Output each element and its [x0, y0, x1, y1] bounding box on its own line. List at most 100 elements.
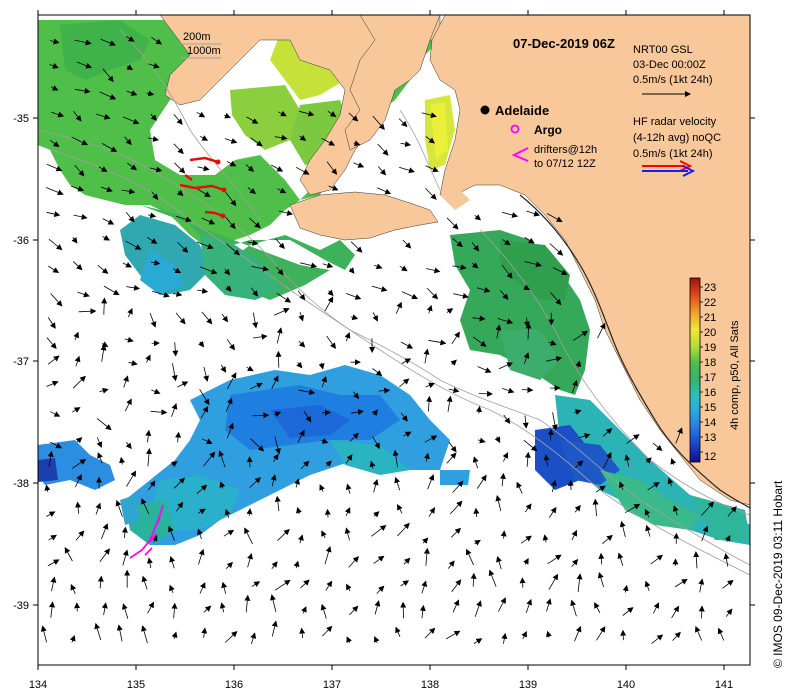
velocity-arrow	[44, 484, 51, 492]
velocity-arrow	[321, 530, 327, 539]
bathymetry-contours	[38, 29, 750, 576]
velocity-arrow	[223, 529, 235, 537]
velocity-arrow	[450, 359, 457, 366]
velocity-arrow	[346, 636, 352, 643]
velocity-arrow	[252, 312, 259, 329]
velocity-arrow	[272, 453, 279, 462]
velocity-arrow	[496, 555, 502, 570]
velocity-arrow	[49, 63, 59, 69]
velocity-arrow	[172, 291, 183, 297]
velocity-arrow	[250, 287, 259, 297]
velocity-arrow	[70, 185, 85, 192]
velocity-arrow	[421, 112, 437, 119]
velocity-arrow	[371, 525, 387, 537]
velocity-arrow	[175, 215, 192, 223]
velocity-arrow	[693, 551, 700, 569]
velocity-arrow	[378, 387, 391, 394]
velocity-arrow	[220, 364, 227, 373]
velocity-arrow	[46, 211, 61, 218]
velocity-arrow	[446, 217, 459, 230]
velocity-arrow	[453, 292, 469, 299]
velocity-arrow	[203, 605, 212, 613]
velocity-arrow	[177, 241, 189, 253]
drifters-legend-line1: drifters@12h	[534, 144, 597, 156]
cb-tick-label: 22	[704, 297, 716, 309]
velocity-arrow	[221, 581, 228, 594]
velocity-arrow	[101, 297, 108, 315]
velocity-arrow	[452, 237, 463, 248]
velocity-arrow	[698, 605, 705, 619]
velocity-arrow	[322, 262, 334, 269]
velocity-arrow	[617, 552, 624, 566]
velocity-arrow	[226, 160, 237, 167]
velocity-arrow	[446, 308, 454, 314]
velocity-arrow	[478, 390, 493, 397]
velocity-arrow	[397, 522, 410, 537]
velocity-arrow	[522, 415, 529, 429]
velocity-arrow	[97, 264, 109, 274]
velocity-arrow	[169, 556, 176, 569]
velocity-arrow	[245, 164, 255, 172]
velocity-arrow	[197, 528, 203, 540]
velocity-arrow	[246, 508, 253, 516]
velocity-arrow	[50, 576, 57, 592]
velocity-arrow	[520, 535, 532, 544]
velocity-arrow	[40, 625, 47, 643]
velocity-arrow	[270, 474, 277, 487]
velocity-arrow	[276, 327, 283, 344]
velocity-arrow	[219, 481, 226, 489]
velocity-arrow	[227, 372, 237, 390]
velocity-arrow	[48, 534, 57, 541]
velocity-arrow	[452, 599, 460, 613]
velocity-arrow	[150, 409, 168, 416]
velocity-arrow	[400, 580, 410, 587]
velocity-arrow	[477, 366, 492, 373]
velocity-arrow	[346, 583, 352, 592]
velocity-arrow	[574, 504, 581, 513]
velocity-arrow	[524, 503, 532, 513]
velocity-arrow	[446, 395, 453, 412]
velocity-arrow	[352, 391, 360, 400]
velocity-arrow	[72, 375, 86, 389]
velocity-arrow	[452, 480, 464, 493]
velocity-arrow	[523, 352, 530, 364]
velocity-arrow	[172, 342, 179, 357]
velocity-arrow	[327, 110, 337, 117]
velocity-arrow	[428, 507, 436, 517]
velocity-arrow	[50, 85, 59, 91]
velocity-arrow	[100, 186, 113, 193]
velocity-arrow	[299, 110, 315, 117]
velocity-arrow	[400, 141, 412, 148]
velocity-arrow	[446, 452, 457, 464]
velocity-arrow	[619, 481, 625, 490]
velocity-arrow	[622, 584, 629, 593]
x-tick-label: 138	[421, 679, 439, 691]
velocity-arrow	[402, 239, 412, 249]
velocity-arrow	[594, 602, 601, 613]
velocity-arrow	[151, 535, 158, 543]
velocity-arrow	[46, 163, 63, 172]
velocity-arrow	[349, 432, 359, 442]
velocity-arrow	[50, 411, 61, 417]
velocity-arrow	[374, 600, 381, 615]
velocity-arrow	[471, 241, 480, 252]
velocity-arrow	[196, 241, 214, 250]
velocity-arrow	[278, 210, 294, 216]
velocity-arrow	[69, 634, 76, 643]
velocity-arrow	[571, 379, 578, 394]
cb-tick-label: 18	[704, 357, 716, 369]
magenta-drifter-track	[129, 504, 164, 559]
velocity-arrow	[121, 188, 136, 195]
velocity-arrow	[324, 508, 331, 518]
velocity-arrow	[101, 143, 118, 152]
velocity-arrow	[524, 451, 531, 467]
velocity-arrow	[498, 597, 506, 612]
velocity-arrow	[201, 438, 213, 444]
velocity-arrow	[350, 241, 363, 253]
velocity-arrow	[295, 166, 310, 175]
velocity-arrow	[398, 166, 415, 174]
velocity-arrow	[151, 388, 161, 395]
velocity-arrow	[542, 534, 549, 543]
velocity-arrow	[451, 527, 462, 538]
velocity-arrow	[476, 405, 482, 414]
